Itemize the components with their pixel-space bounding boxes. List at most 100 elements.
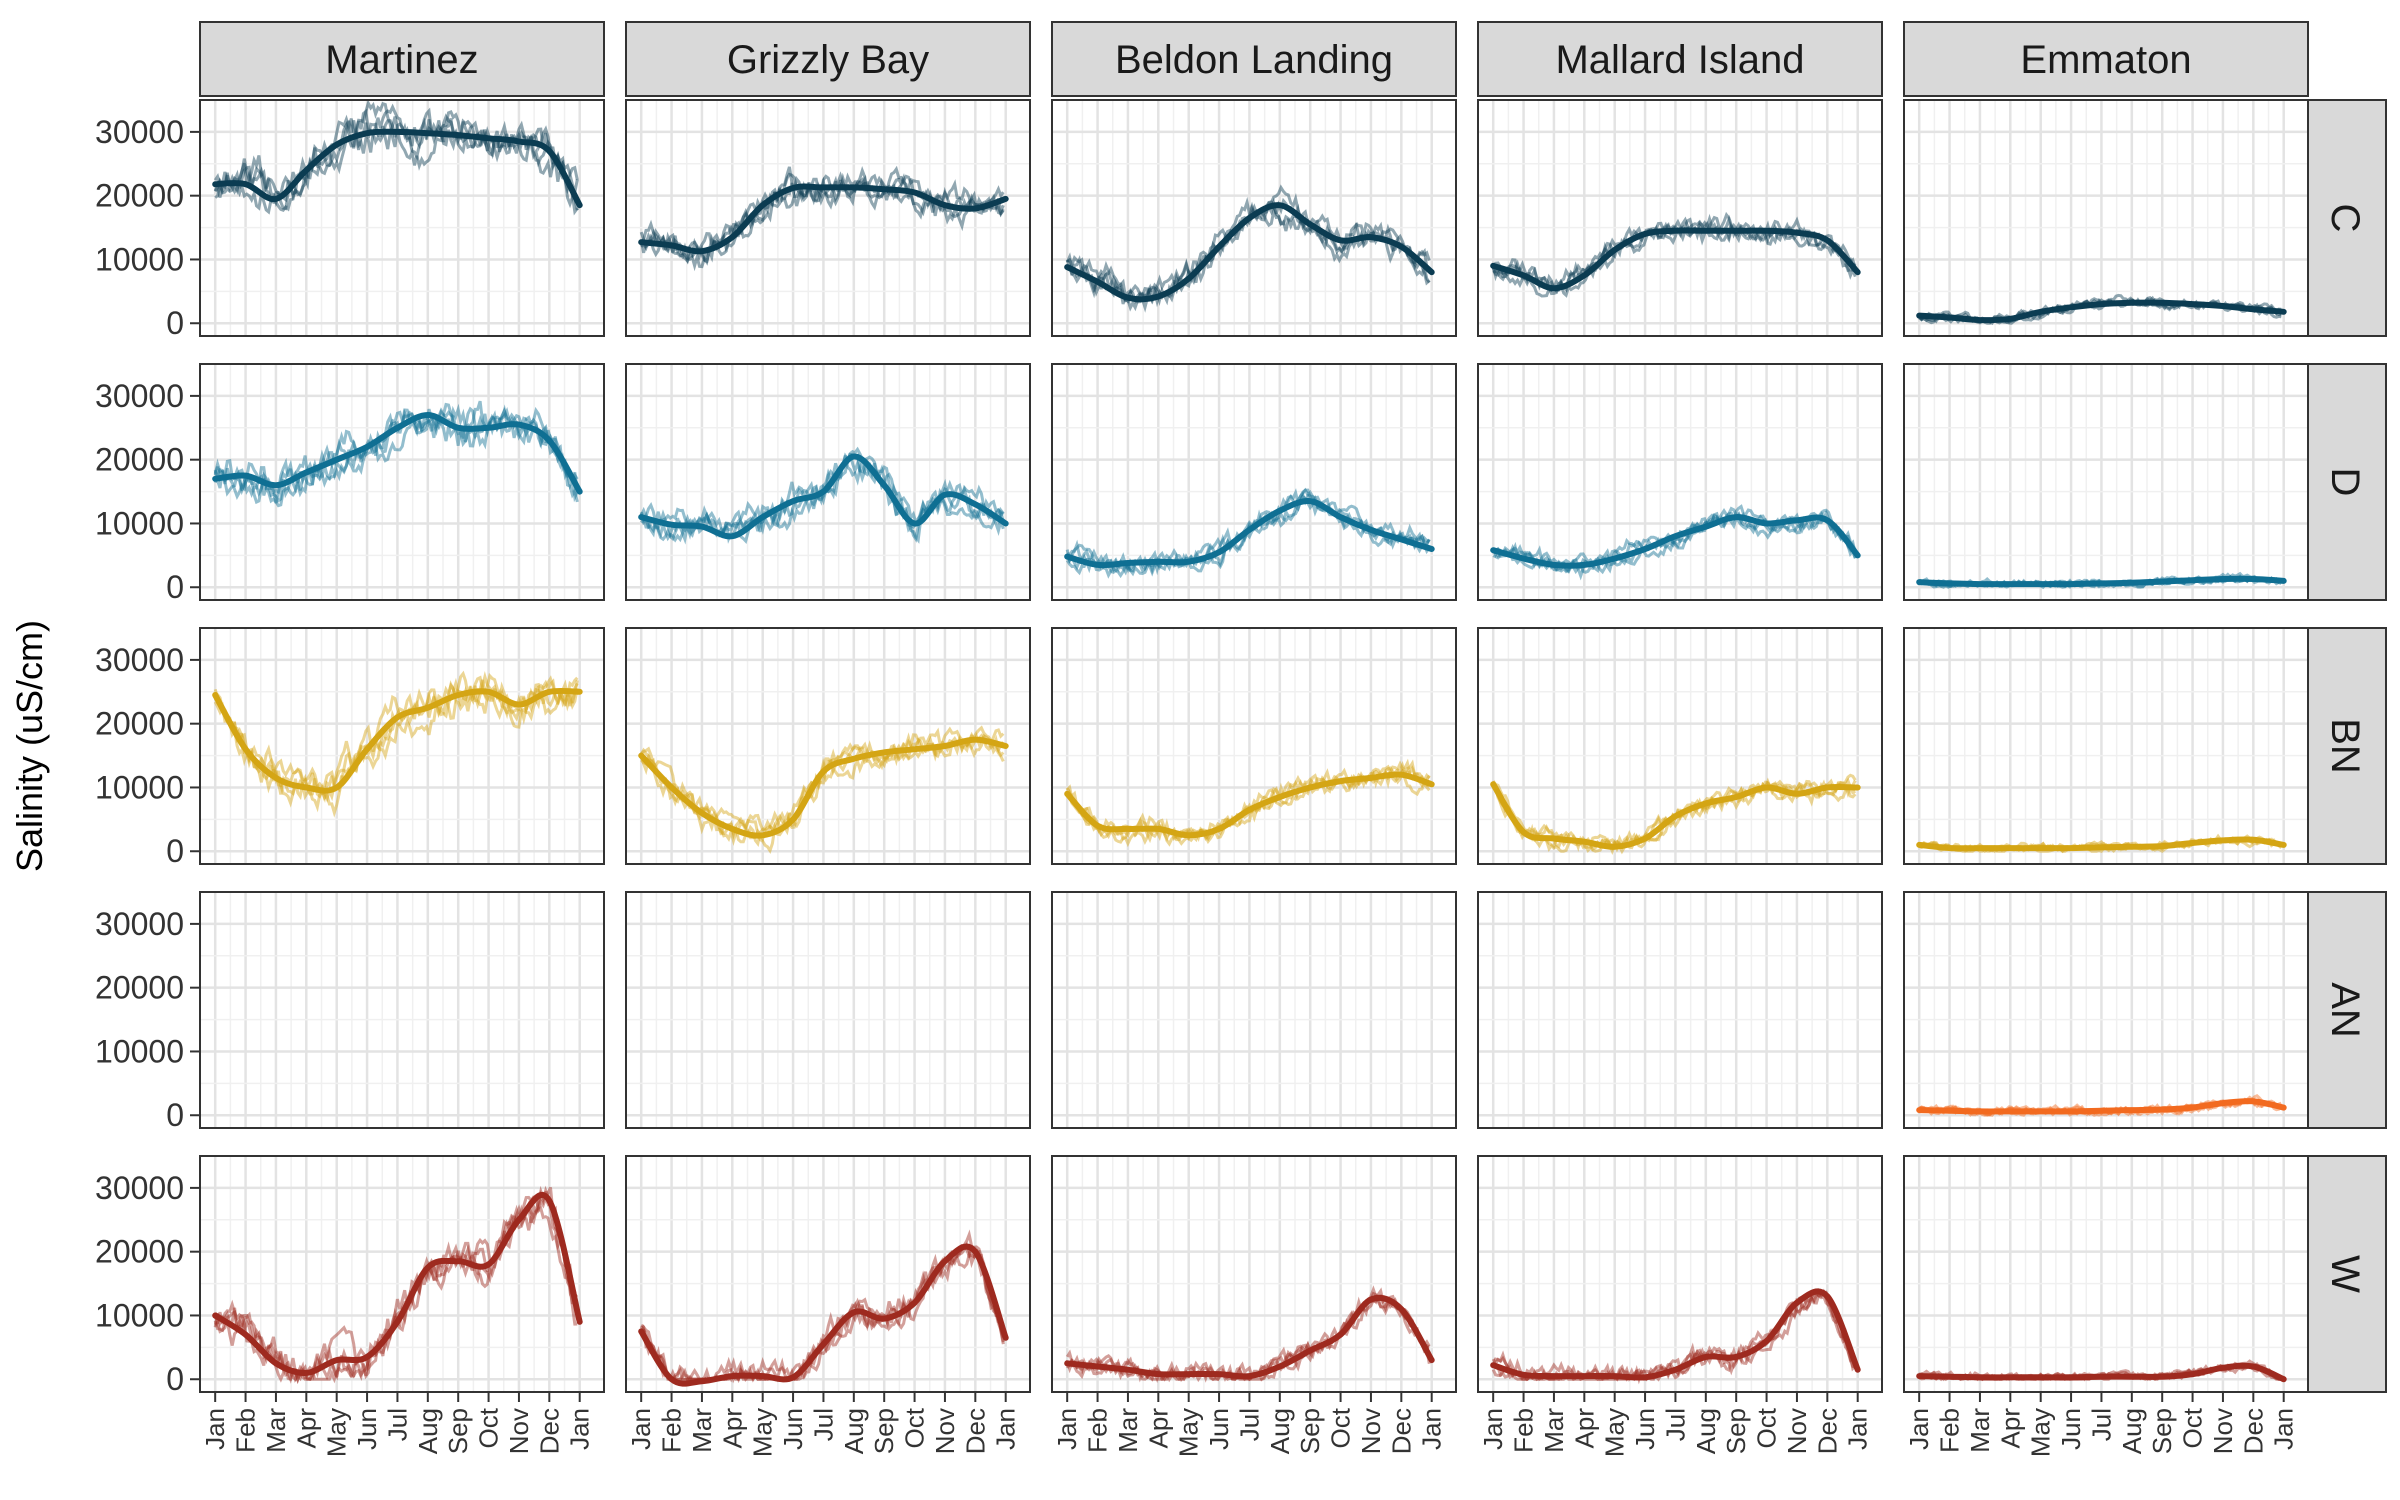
series-year-trace (213, 116, 579, 216)
x-tick-label: Jan (626, 1408, 656, 1450)
x-tick-label: Jan (1843, 1408, 1873, 1450)
x-tick-label: Dec (1812, 1408, 1842, 1454)
panel-background (626, 364, 1030, 600)
panel-background (626, 892, 1030, 1128)
panel-border (199, 363, 605, 601)
x-tick-label: Sep (443, 1408, 473, 1454)
x-tick-label: Feb (231, 1408, 261, 1453)
y-axis-title: Salinity (uS/cm) (9, 620, 50, 872)
x-tick-label: Jun (1204, 1408, 1234, 1450)
x-tick-label: Jul (2086, 1408, 2116, 1441)
panel-beldon-landing-an (1051, 891, 1457, 1129)
panel-background (1478, 892, 1882, 1128)
series-smooth-line (638, 453, 1009, 540)
panel-border (1051, 1155, 1457, 1393)
strip-label-station: Beldon Landing (1115, 38, 1393, 82)
strip-label-year-type: W (2323, 1255, 2367, 1293)
panel-background (1052, 628, 1456, 864)
x-tick-label: Jan (1904, 1408, 1934, 1450)
panel-border (199, 627, 605, 865)
panel-mallard-island-an (1477, 891, 1883, 1129)
x-tick-label: Aug (1691, 1408, 1721, 1454)
panel-background (1052, 892, 1456, 1128)
x-tick-label: Oct (2178, 1407, 2208, 1448)
y-tick-label: 30000 (95, 906, 184, 942)
x-tick-label: Apr (717, 1408, 747, 1449)
strip-label-station: Martinez (325, 38, 478, 82)
panel-background (200, 100, 604, 336)
panel-background (1052, 1156, 1456, 1392)
x-tick-label: Jan (1417, 1408, 1447, 1450)
series-year-trace (639, 452, 1005, 545)
panel-background (200, 628, 604, 864)
x-tick-label: Oct (474, 1407, 504, 1448)
series-smooth-line (1916, 1098, 2287, 1115)
x-tick-label: Feb (1083, 1408, 1113, 1453)
panel-emmaton-an (1903, 891, 2309, 1129)
x-tick-label: May (1600, 1408, 1630, 1457)
x-tick-label: May (1174, 1408, 1204, 1457)
panel-border (1903, 627, 2309, 865)
series-year-trace (213, 1195, 579, 1385)
series-smooth-line (1916, 836, 2287, 852)
series-year-trace (214, 1193, 578, 1385)
y-tick-label: 10000 (95, 769, 184, 805)
x-tick-label: Jun (2056, 1408, 2086, 1450)
x-tick-label: Jul (1660, 1408, 1690, 1441)
x-tick-label: Jan (565, 1408, 595, 1450)
panel-border (1477, 1155, 1883, 1393)
strip-header-1 (625, 21, 1031, 97)
panel-grizzly-bay-w (625, 1155, 1031, 1393)
panel-beldon-landing-bn (1051, 627, 1457, 865)
panel-background (626, 628, 1030, 864)
panel-border (1903, 99, 2309, 337)
x-tick-label: Nov (504, 1408, 534, 1454)
y-tick-label: 10000 (95, 1297, 184, 1333)
series-year-trace (213, 402, 579, 503)
panel-background (1478, 628, 1882, 864)
y-tick-label: 30000 (95, 642, 184, 678)
x-tick-label: Jan (991, 1408, 1021, 1450)
x-tick-label: Feb (657, 1408, 687, 1453)
panel-background (1904, 1156, 2308, 1392)
series-smooth-line (212, 128, 583, 209)
series-smooth-line (1490, 1288, 1861, 1381)
x-tick-label: Apr (1143, 1408, 1173, 1449)
panel-background (626, 100, 1030, 336)
panel-martinez-c (199, 99, 605, 337)
panel-beldon-landing-d (1051, 363, 1457, 601)
series-smooth-line (212, 411, 583, 495)
series-year-trace (640, 726, 1005, 844)
series-smooth-line (212, 1191, 583, 1376)
panel-martinez-d (199, 363, 605, 601)
panel-border (199, 891, 605, 1129)
strip-header-0 (199, 21, 605, 97)
panel-mallard-island-d (1477, 363, 1883, 601)
x-tick-label: Oct (900, 1407, 930, 1448)
panel-grizzly-bay-an (625, 891, 1031, 1129)
panel-background (1052, 364, 1456, 600)
series-smooth-line (638, 736, 1009, 839)
panel-martinez-w (199, 1155, 605, 1393)
panel-border (1051, 891, 1457, 1129)
y-tick-label: 10000 (95, 505, 184, 541)
x-tick-label: Jan (1052, 1408, 1082, 1450)
panel-mallard-island-c (1477, 99, 1883, 337)
series-smooth-line (638, 1243, 1009, 1387)
x-tick-label: Apr (291, 1408, 321, 1449)
panel-martinez-bn (199, 627, 605, 865)
y-tick-label: 20000 (95, 706, 184, 742)
x-tick-label: Aug (1265, 1408, 1295, 1454)
x-tick-label: Mar (1965, 1408, 1995, 1453)
panel-background (200, 892, 604, 1128)
x-tick-label: Sep (1721, 1408, 1751, 1454)
y-tick-label: 0 (166, 1361, 184, 1397)
strip-header-4 (1903, 21, 2309, 97)
panel-border (1477, 627, 1883, 865)
x-tick-label: Aug (839, 1408, 869, 1454)
x-tick-label: Dec (960, 1408, 990, 1454)
x-tick-label: Mar (261, 1408, 291, 1453)
x-tick-label: Nov (2208, 1408, 2238, 1454)
series-smooth-line (1490, 781, 1861, 850)
panel-beldon-landing-w (1051, 1155, 1457, 1393)
